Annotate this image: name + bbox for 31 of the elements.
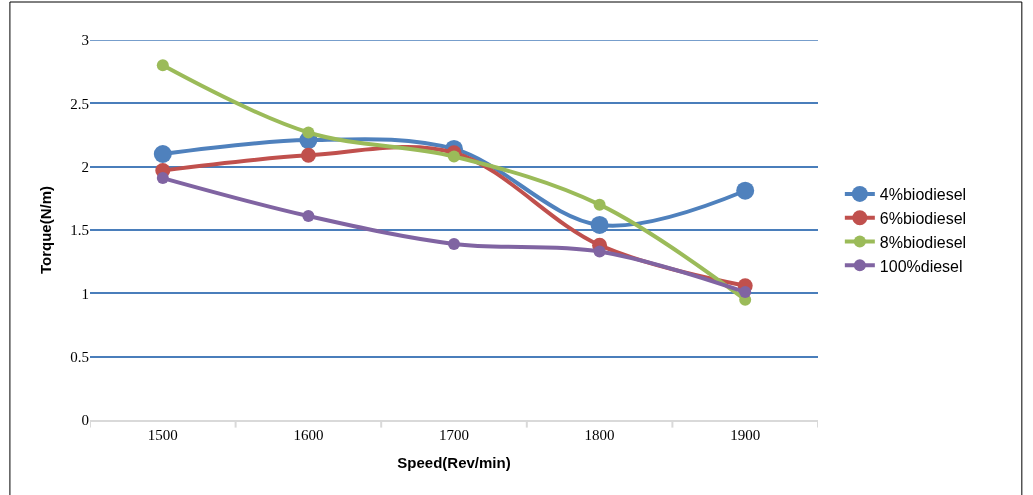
point [302,126,315,139]
point [156,172,169,185]
point [156,59,169,72]
point [590,215,609,234]
y-tick-label: 1.5 [70,222,89,239]
point [300,147,316,163]
legend-label: 8%biodiesel [879,233,967,251]
y-tick-label: 0 [81,412,89,429]
x-axis-title: Speed(Rev/min) [397,453,511,471]
point [448,150,460,163]
y-tick-label: 0.5 [70,348,89,365]
y-axis-title: Torque(N/m) [36,185,54,275]
legend-label: 6%biodiesel [879,209,967,227]
y-tick-label: 2 [81,158,89,175]
point [736,181,755,200]
y-tick-label: 1 [81,285,89,302]
legend-label: 4%biodiesel [879,186,967,204]
point [739,286,752,299]
x-tick-label: 1600 [293,427,324,443]
x-tick-label: 1800 [584,427,615,443]
y-tick-label: 2.5 [70,95,89,112]
y-tick-label: 3 [81,32,89,49]
point [593,198,606,211]
legend-label: 100%diesel [879,257,963,275]
point [593,245,606,258]
x-tick-label: 1500 [147,427,178,443]
point [448,237,460,250]
point [302,210,315,223]
x-tick-label: 1700 [439,427,469,443]
point [153,145,172,163]
x-tick-label: 1900 [730,427,761,443]
